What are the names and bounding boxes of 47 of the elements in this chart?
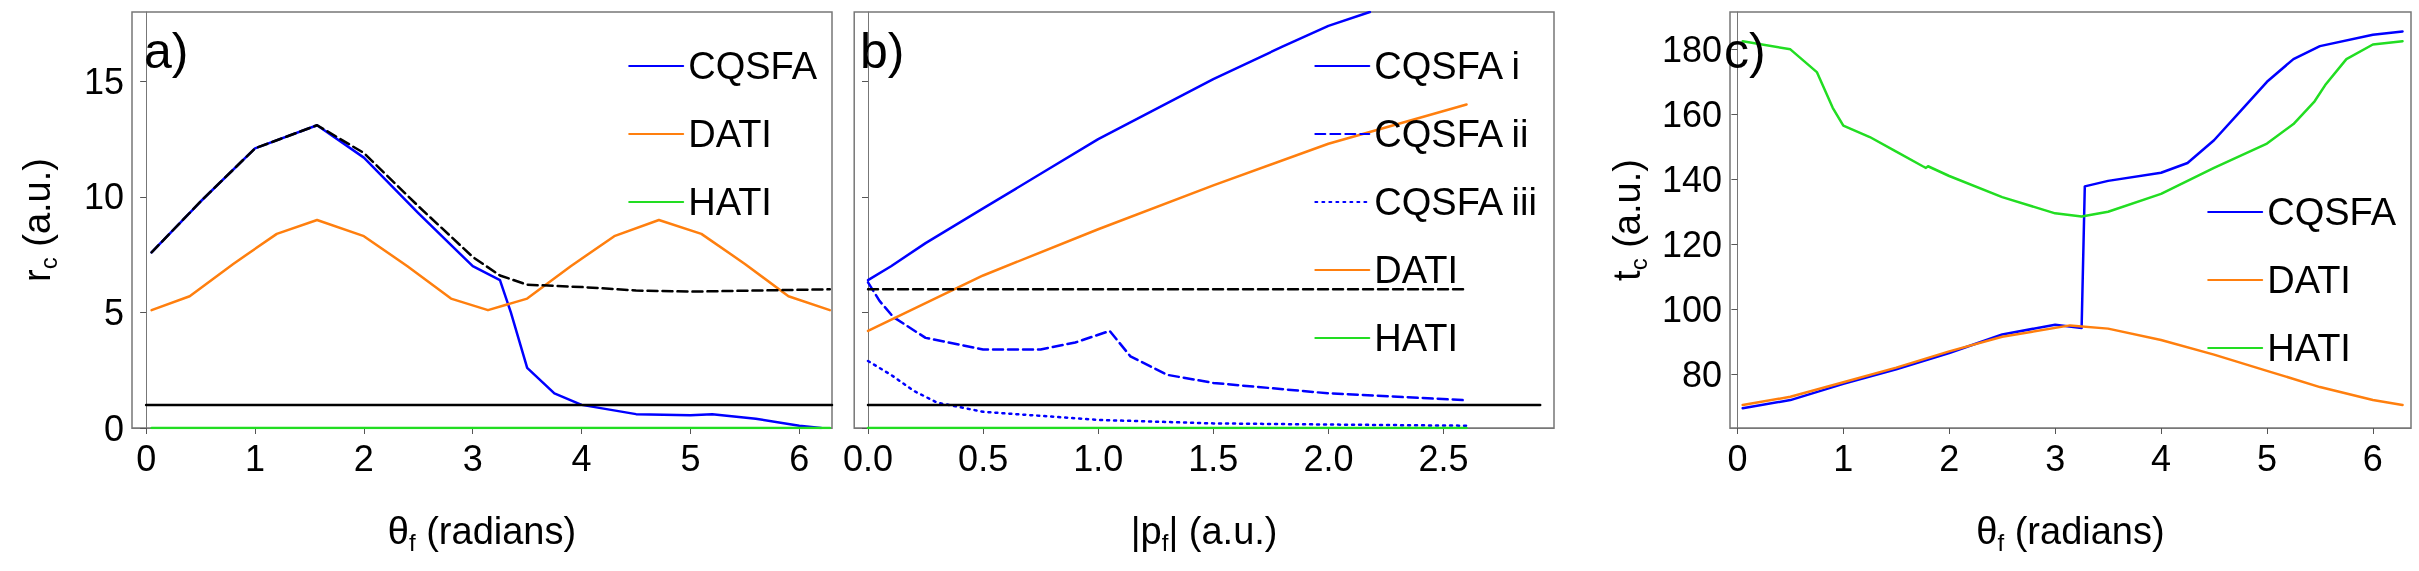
legend-label: DATI [1374,249,1459,291]
x-tick-label: 2 [353,437,374,479]
line-series [150,218,832,312]
legend-label: CQSFA ii [1374,113,1529,155]
x-tick-label: 0.0 [843,437,894,479]
x-tick-label: 1.5 [1188,437,1239,479]
x-tick-label: 1 [245,437,266,479]
annotation: a) [144,23,189,79]
legend-label: HATI [2267,327,2351,369]
y-axis-title: tc (a.u.) [1606,159,1652,281]
y-tick-label: 80 [1681,353,1722,395]
x-tick-label: 4 [571,437,592,479]
x-tick-label: 0.5 [958,437,1009,479]
legend-label: CQSFA [2267,191,2397,233]
legend-label: HATI [1374,317,1459,359]
y-tick-label: 140 [1661,158,1722,200]
y-tick-label: 160 [1661,93,1722,135]
x-tick-label: 3 [462,437,483,479]
x-tick-label: 1 [1833,437,1854,479]
y-tick-label: 10 [83,176,124,218]
x-tick-label: 3 [2045,437,2066,479]
y-tick-label: 100 [1661,288,1722,330]
x-tick-label: 1.0 [1073,437,1124,479]
x-tick-label: 5 [2256,437,2277,479]
legend-label: CQSFA iii [1374,181,1537,223]
line-series [1741,324,2404,407]
annotation: b) [860,23,905,79]
legend-label: CQSFA [688,45,818,87]
y-tick-label: 0 [103,407,124,449]
legend-label: CQSFA i [1374,45,1521,87]
x-tick-label: 6 [789,437,810,479]
x-tick-label: 2.5 [1418,437,1469,479]
legend-label: DATI [2267,259,2351,301]
x-tick-label: 0 [1727,437,1748,479]
x-tick-label: 6 [2362,437,2383,479]
y-axis-title: rc (a.u.) [16,158,62,282]
x-tick-label: 5 [680,437,701,479]
legend-label: DATI [688,113,772,155]
x-tick-label: 2.0 [1303,437,1354,479]
y-tick-label: 180 [1661,28,1722,70]
y-tick-label: 120 [1661,223,1722,265]
x-tick-label: 2 [1939,437,1960,479]
y-tick-label: 15 [83,60,124,102]
y-tick-label: 5 [103,291,124,333]
x-tick-label: 0 [136,437,157,479]
legend-label: HATI [688,181,772,223]
x-tick-label: 4 [2151,437,2172,479]
